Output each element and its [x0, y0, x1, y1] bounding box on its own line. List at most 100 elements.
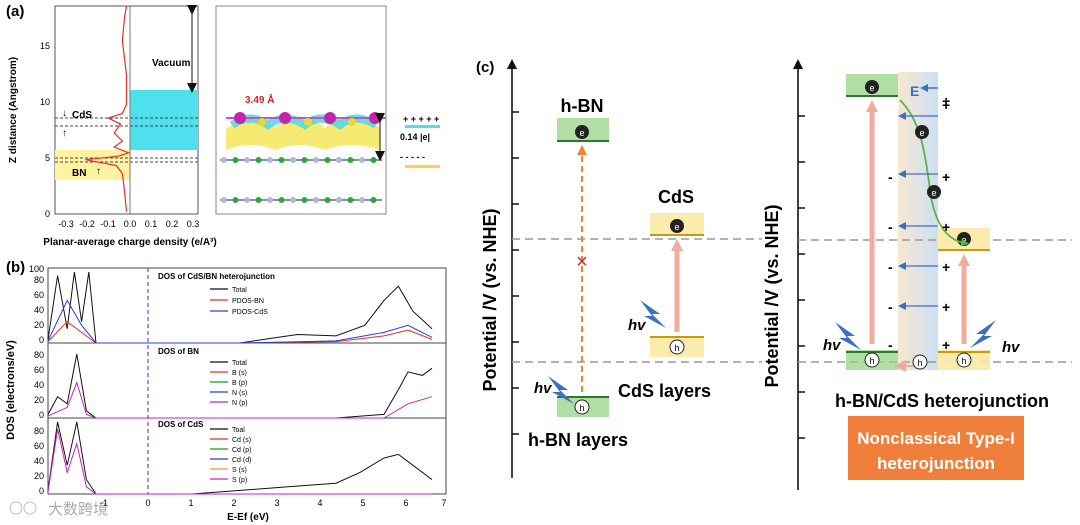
- transfer-hole: [912, 354, 928, 370]
- bn-atom: [347, 197, 354, 203]
- hbn-electron: [575, 125, 589, 139]
- bn-arrow-up: ↑: [96, 166, 101, 177]
- field-label: E: [910, 83, 919, 99]
- legend-pdos-bn: PDOS-BN: [232, 298, 264, 305]
- hbn-hole: [574, 399, 590, 415]
- panel-b-yticks-bottom: 0 20 40 60 80: [34, 426, 44, 496]
- field-charges: + + - + - + - + - + - +: [888, 93, 950, 353]
- a-ytick: 10: [40, 97, 50, 107]
- yellow-marker: [405, 165, 440, 168]
- cds-title: CdS: [658, 187, 694, 207]
- panel-a: (a) Vacuum CdS BN ↓ ↑ ↑ Z distance (Angs…: [6, 3, 440, 248]
- bn-atom: [324, 157, 331, 163]
- legend-s-s: S (s): [232, 467, 247, 474]
- plus-signs: + + + + +: [403, 114, 439, 124]
- hetero-hbn-hv-label: hv: [823, 337, 842, 354]
- bn-atom: [267, 197, 273, 203]
- hbn-electron-label: e: [579, 128, 584, 138]
- b-xtick: 2: [231, 498, 236, 508]
- bn-atom: [301, 197, 308, 203]
- legend-cd-s: Cd (s): [232, 437, 251, 444]
- minus-sign: -: [888, 169, 893, 185]
- transfer-electron-2: [927, 185, 941, 199]
- bn-atom: [370, 197, 377, 203]
- legend-b-p: B (p): [232, 380, 247, 387]
- bn-atom: [278, 197, 285, 203]
- panel-b-xlabel: E-Ef (eV): [227, 512, 269, 523]
- b-ytick: 20: [34, 471, 44, 481]
- bn-atom: [301, 157, 308, 163]
- bn-atom: [255, 197, 262, 203]
- yellow-region: [55, 150, 130, 180]
- hetero-cds-hv-label: hv: [1002, 339, 1021, 356]
- hetero-hbn-hole: [864, 352, 880, 368]
- left-axis-ticks: [512, 111, 519, 435]
- panel-b: (b) DOS (electrons/eV) 0 20 40 60 80 100…: [5, 259, 447, 523]
- dos-series-total: [47, 271, 433, 344]
- minus-sign: -: [888, 337, 893, 353]
- left-ylabel: Potential /V (vs. NHE): [480, 208, 500, 391]
- right-ylabel: Potential /V (vs. NHE): [762, 204, 782, 387]
- bn-atom: [232, 197, 239, 203]
- a-ytick: 0: [45, 209, 50, 219]
- bn-atom: [290, 157, 296, 163]
- sub3-title: DOS of CdS: [158, 420, 204, 429]
- hbn-title: h-BN: [561, 96, 604, 116]
- type-line-1: Nonclassical Type-I: [857, 429, 1014, 448]
- plus-sign-top: +: [942, 93, 950, 109]
- b-xtick: 6: [403, 498, 408, 508]
- legend-cd-p: Cd (p): [232, 447, 251, 454]
- cds-arrow-up: ↑: [62, 128, 67, 139]
- hbn-hole-label: h: [579, 403, 584, 413]
- panel-a-yticks: 0 5 10 15: [40, 41, 50, 219]
- bn-atom: [255, 157, 262, 163]
- a-ytick: 5: [45, 153, 50, 163]
- lightning-icon: [640, 300, 666, 328]
- bn-atom: [244, 197, 250, 203]
- b-xtick: 4: [317, 498, 322, 508]
- hetero-cds-hole: [956, 352, 972, 368]
- dos-series-pdos-cds: [47, 299, 433, 344]
- b-ytick: 100: [29, 264, 44, 274]
- plus-sign: +: [942, 259, 950, 275]
- bn-atom: [221, 197, 227, 203]
- panel-b-label: (b): [6, 259, 25, 276]
- type-line-2: heterojunction: [877, 454, 995, 473]
- watermark-text: 大数跨境: [48, 500, 108, 518]
- b-ytick: 0: [39, 410, 44, 420]
- cds-electron: [670, 219, 684, 233]
- minus-signs: - - - - -: [400, 152, 425, 162]
- b-ytick: 40: [34, 305, 44, 315]
- b-ytick: 80: [34, 350, 44, 360]
- bn-atom: [290, 197, 296, 203]
- b-ytick: 20: [34, 320, 44, 330]
- interface-field-band: [898, 72, 938, 370]
- bn-atom: [278, 157, 285, 163]
- cds-label: CdS: [72, 110, 92, 121]
- b-xtick: 1: [188, 498, 193, 508]
- right-axis-ticks: [798, 115, 805, 439]
- b-xtick: 7: [441, 498, 446, 508]
- a-xtick: -0.1: [100, 219, 116, 229]
- bn-atom: [313, 157, 319, 163]
- b-xtick: 3: [274, 498, 279, 508]
- distance-label: 3.49 Å: [245, 93, 274, 106]
- sub2-title: DOS of BN: [158, 347, 199, 356]
- panel-a-xlabel: Planar-average charge density (e/A³): [43, 237, 216, 248]
- b-ytick: 0: [39, 486, 44, 496]
- bn-atom: [221, 157, 227, 163]
- watermark: 大数跨境: [9, 500, 108, 518]
- bn-atom: [359, 157, 365, 163]
- a-xtick: -0.2: [79, 219, 95, 229]
- bn-atom: [347, 157, 354, 163]
- b-ytick: 60: [34, 365, 44, 375]
- cds-layer-structure: [226, 112, 386, 150]
- panel-a-xticks: -0.3 -0.2 -0.1 0.0 0.1 0.2 0.3: [58, 219, 199, 229]
- bn-atom: [336, 157, 342, 163]
- charge-density-curve: [85, 5, 131, 212]
- plus-sign: +: [942, 337, 950, 353]
- bn-label: BN: [72, 168, 86, 179]
- type-label-box: [848, 416, 1024, 480]
- lightning-icon: [835, 322, 861, 350]
